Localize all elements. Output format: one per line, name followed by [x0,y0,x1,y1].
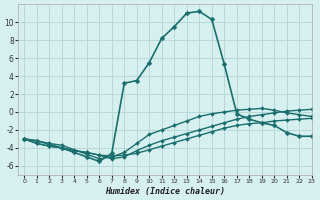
X-axis label: Humidex (Indice chaleur): Humidex (Indice chaleur) [105,187,225,196]
